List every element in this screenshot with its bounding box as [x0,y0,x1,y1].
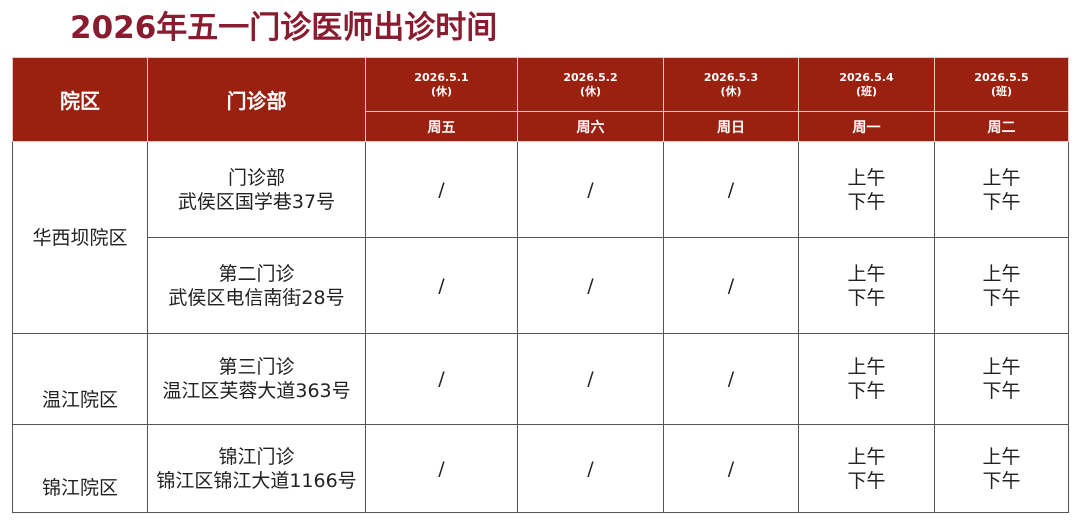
header-date: 2026.5.4 (班) [798,57,935,112]
schedule-cell: 上午 下午 [934,141,1069,238]
clinic-cell: 门诊部 武侯区国学巷37号 [147,141,366,238]
clinic-address: 武侯区国学巷37号 [177,190,336,213]
schedule-cell: 上午 下午 [798,141,935,238]
day-status: (班) [855,84,878,98]
table-row: 温江院区 第三门诊 温江区芙蓉大道363号 / / / 上午 下午 上午 下午 [12,333,1069,425]
clinic-name: 锦江门诊 [218,445,295,468]
header-campus: 院区 [12,57,148,142]
header-date: 2026.5.3 (休) [663,57,799,112]
header-clinic: 门诊部 [147,57,366,142]
schedule-cell: 上午 下午 [934,424,1069,513]
schedule-cell: / [365,333,518,425]
schedule-cell: / [517,237,664,334]
header-date: 2026.5.2 (休) [517,57,664,112]
date-label: 2026.5.1 [414,70,469,84]
schedule-cell: / [517,141,664,238]
schedule-cell: / [517,424,664,513]
campus-name: 锦江院区 [12,424,148,513]
header-weekday: 周日 [663,111,799,142]
clinic-cell: 第二门诊 武侯区电信南街28号 [147,237,366,334]
header-weekday: 周六 [517,111,664,142]
day-status: (休) [579,84,602,98]
day-status: (休) [720,84,742,98]
clinic-address: 锦江区锦江大道1166号 [156,469,357,492]
schedule-cell: 上午 下午 [798,424,935,513]
header-date: 2026.5.1 (休) [365,57,518,112]
table-row: 华西坝院区 门诊部 武侯区国学巷37号 / / / 上午 下午 上午 下午 [12,141,1069,334]
schedule-cell: 上午 下午 [934,333,1069,425]
table-row: 锦江院区 锦江门诊 锦江区锦江大道1166号 / / / 上午 下午 上午 下午 [12,424,1069,513]
clinic-address: 武侯区电信南街28号 [168,286,345,309]
schedule-cell: / [365,141,518,238]
schedule-cell: 上午 下午 [934,237,1069,334]
schedule-cell: / [663,424,799,513]
page-title: 2026年五一门诊医师出诊时间 [70,10,498,46]
header-weekday: 周二 [934,111,1069,142]
header-weekday: 周五 [365,111,518,142]
schedule-table: 院区 门诊部 2026.5.1 (休) 2026.5.2 (休) 2026.5.3 (休)… [12,57,1069,513]
clinic-cell: 第三门诊 温江区芙蓉大道363号 [147,333,366,425]
clinic-name: 第二门诊 [218,262,295,285]
date-label: 2026.5.5 [974,70,1029,84]
schedule-cell: / [663,141,799,238]
header-date: 2026.5.5 (班) [934,57,1069,112]
clinic-address: 温江区芙蓉大道363号 [162,380,351,402]
header-weekday: 周一 [798,111,935,142]
day-status: (休) [430,84,453,98]
date-label: 2026.5.4 [839,70,894,84]
campus-name: 华西坝院区 [12,141,148,334]
campus-name: 温江院区 [12,333,148,425]
day-status: (班) [990,84,1013,98]
schedule-cell: 上午 下午 [798,333,935,425]
date-label: 2026.5.3 [703,70,759,84]
schedule-cell: / [365,237,518,334]
clinic-cell: 锦江门诊 锦江区锦江大道1166号 [147,424,366,513]
schedule-cell: / [517,333,664,425]
date-label: 2026.5.2 [563,70,618,84]
schedule-cell: 上午 下午 [798,237,935,334]
schedule-cell: / [663,237,799,334]
schedule-cell: / [663,333,799,425]
schedule-cell: / [365,424,518,513]
table-row: 第二门诊 武侯区电信南街28号 / / / 上午 下午 上午 下午 [13,237,1069,334]
clinic-name: 第三门诊 [218,356,295,378]
clinic-name: 门诊部 [227,166,285,189]
